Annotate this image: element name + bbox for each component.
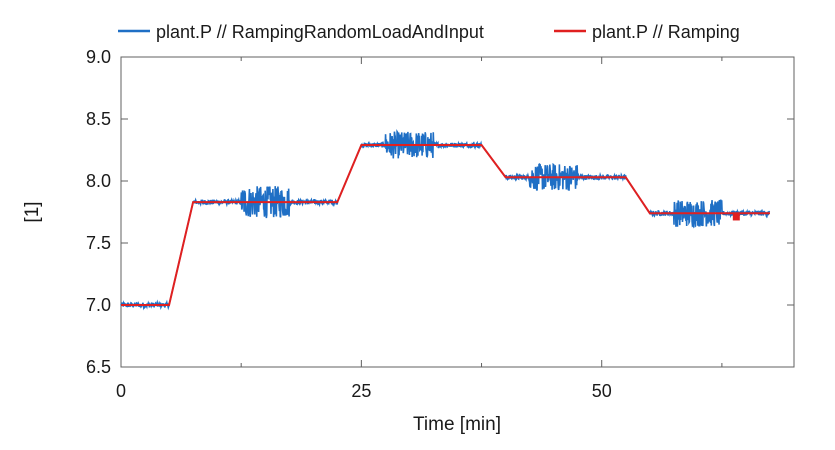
x-tick-label: 25	[351, 381, 371, 401]
series-line-ramping	[121, 144, 770, 306]
x-axis-label: Time [min]	[413, 414, 501, 435]
y-tick-label: 9.0	[86, 47, 111, 67]
tick-labels: 0 25 50 6.5 7.0 7.5 8.0 8.5 9.0	[86, 47, 612, 401]
x-tick-label: 50	[592, 381, 612, 401]
y-tick-label: 7.0	[86, 295, 111, 315]
y-tick-label: 7.5	[86, 233, 111, 253]
y-tick-label: 8.0	[86, 171, 111, 191]
axis-ticks	[120, 56, 794, 368]
y-tick-label: 6.5	[86, 357, 111, 377]
x-tick-label: 0	[116, 381, 126, 401]
legend-label-ramping: plant.P // Ramping	[592, 22, 740, 42]
series-marker	[732, 213, 740, 221]
y-tick-label: 8.5	[86, 109, 111, 129]
series-layer	[120, 129, 771, 311]
y-axis-label: [1]	[22, 201, 43, 222]
legend-label-ramping-random-load-and-input: plant.P // RampingRandomLoadAndInput	[156, 22, 484, 42]
legend: plant.P // RampingRandomLoadAndInput pla…	[118, 22, 740, 42]
